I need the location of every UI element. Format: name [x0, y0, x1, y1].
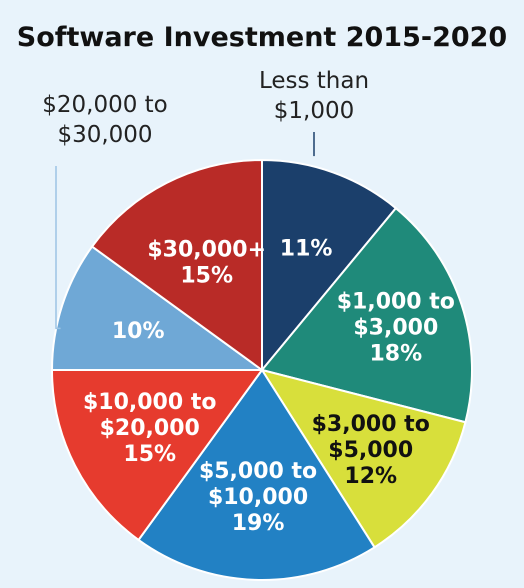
pie-slices — [50, 158, 473, 581]
pie-slice-19-3 — [137, 368, 376, 581]
slice-category-label: $10,000 to — [83, 390, 217, 415]
slice-category-label: $20,000 — [100, 416, 200, 441]
slice-value-label: 12% — [344, 464, 397, 489]
pie-slice-10-5 — [50, 245, 266, 371]
slice-label-0: 11% — [280, 236, 333, 261]
leader-lines — [55, 132, 315, 330]
slice-category-label: $5,000 to — [199, 459, 317, 484]
outside-label-line: Less than — [259, 68, 369, 94]
slice-label-2: $3,000 to $5,000 12% — [312, 412, 430, 489]
outside-label-line: $20,000 to — [42, 92, 168, 118]
slice-value-label: 15% — [123, 442, 176, 467]
outside-label-line: $1,000 — [274, 98, 354, 124]
slice-label-3: $5,000 to $10,000 19% — [199, 459, 317, 536]
pie-slice-12-2 — [259, 368, 467, 549]
slice-category-label: $3,000 to — [312, 412, 430, 437]
outside-label-5: $20,000 to $30,000 — [42, 92, 168, 148]
slice-category-label: $10,000 — [208, 485, 308, 510]
slice-label-5: 10% — [112, 319, 165, 344]
slice-category-label: $30,000+ — [147, 237, 266, 262]
slice-value-label: 11% — [280, 236, 333, 261]
pie-slice-11-0 — [261, 158, 398, 373]
slice-label-4: $10,000 to $20,000 15% — [83, 390, 217, 467]
outside-label-line: $30,000 — [57, 122, 152, 148]
pie-slice-18-1 — [260, 206, 473, 424]
pie-slice-15-4 — [50, 369, 264, 542]
slice-value-label: 18% — [369, 342, 422, 367]
slice-value-label: 15% — [180, 263, 233, 288]
slice-labels: 11%Less than $1,000$1,000 to $3,000 18%$3,0… — [42, 68, 455, 536]
slice-value-label: 19% — [232, 511, 285, 536]
slice-label-1: $1,000 to $3,000 18% — [337, 290, 455, 367]
slice-category-label: $5,000 — [328, 438, 413, 463]
leader-line-5 — [55, 166, 61, 330]
slice-value-label: 10% — [112, 319, 165, 344]
slice-label-6: $30,000+ 15% — [147, 237, 266, 288]
pie-slice-15-6 — [90, 158, 263, 372]
chart-title: Software Investment 2015-2020 — [17, 22, 507, 53]
slice-category-label: $1,000 to — [337, 290, 455, 315]
outside-label-0: Less than $1,000 — [259, 68, 369, 124]
slice-category-label: $3,000 — [353, 316, 438, 341]
